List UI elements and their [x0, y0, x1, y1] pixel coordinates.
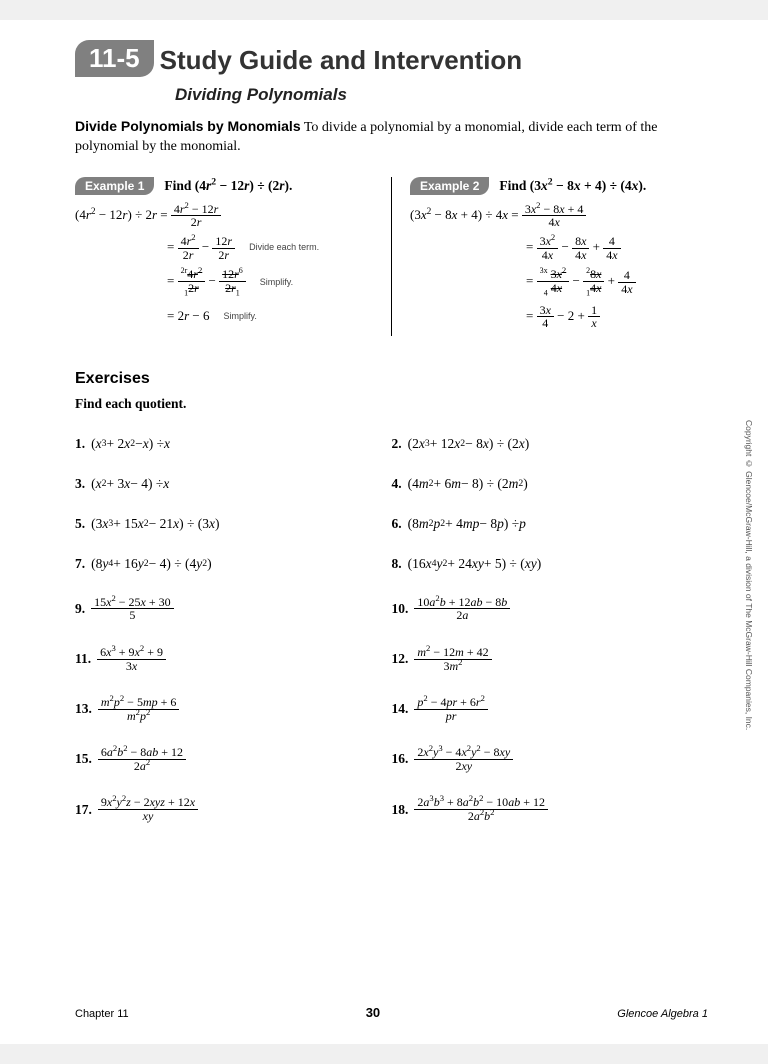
example-1-work: (4r2 − 12r) ÷ 2r = 4r2 − 12r2r = 4r22r −… [75, 203, 373, 330]
exercise-9: 9.15x2 − 25x + 305 [75, 596, 392, 622]
copyright-vertical: Copyright © Glencoe/McGraw-Hill, a divis… [744, 420, 754, 730]
exercises-instruction: Find each quotient. [75, 396, 708, 412]
lesson-title: Study Guide and Intervention [160, 45, 523, 77]
exercise-11: 11.6x3 + 9x2 + 93x [75, 646, 392, 672]
lesson-subtitle: Dividing Polynomials [175, 85, 708, 105]
lesson-header: 11-5 Study Guide and Intervention [75, 40, 708, 77]
exercise-4: 4.(4m2 + 6m − 8) ÷ (2m2) [392, 476, 709, 492]
exercise-2: 2.(2x3 + 12x2 − 8x) ÷ (2x) [392, 436, 709, 452]
exercise-3: 3.(x2 + 3x − 4) ÷ x [75, 476, 392, 492]
exercise-16: 16.2x2y3 − 4x2y2 − 8xy2xy [392, 746, 709, 772]
intro-paragraph: Divide Polynomials by Monomials To divid… [75, 117, 708, 157]
exercise-10: 10.10a2b + 12ab − 8b2a [392, 596, 709, 622]
examples-container: Example 1 Find (4r2 − 12r) ÷ (2r). (4r2 … [75, 177, 708, 336]
exercise-5: 5.(3x3 + 15x2 − 21x) ÷ (3x) [75, 516, 392, 532]
example-2-tag: Example 2 [410, 177, 489, 195]
exercises-heading: Exercises [75, 370, 708, 388]
example-1: Example 1 Find (4r2 − 12r) ÷ (2r). (4r2 … [75, 177, 392, 336]
example-2: Example 2 Find (3x2 − 8x + 4) ÷ (4x). (3… [392, 177, 708, 336]
note-simplify-1: Simplify. [260, 275, 293, 290]
exercise-14: 14.p2 − 4pr + 6r2pr [392, 696, 709, 722]
page: 11-5 Study Guide and Intervention Dividi… [0, 20, 768, 1044]
page-footer: Chapter 11 30 Glencoe Algebra 1 [75, 1005, 708, 1020]
footer-publisher: Glencoe Algebra 1 [617, 1008, 708, 1020]
example-1-header: Example 1 Find (4r2 − 12r) ÷ (2r). [75, 177, 373, 195]
note-simplify-2: Simplify. [224, 309, 257, 324]
exercise-17: 17.9x2y2z − 2xyz + 12xxy [75, 796, 392, 822]
intro-lead: Divide Polynomials by Monomials [75, 118, 301, 134]
exercise-6: 6.(8m2p2 + 4mp − 8p) ÷ p [392, 516, 709, 532]
example-2-prompt: Find (3x2 − 8x + 4) ÷ (4x). [499, 178, 646, 194]
exercises-grid: 1.(x3 + 2x2 − x) ÷ x 2.(2x3 + 12x2 − 8x)… [75, 436, 708, 823]
exercise-12: 12.m2 − 12m + 423m2 [392, 646, 709, 672]
example-1-prompt: Find (4r2 − 12r) ÷ (2r). [164, 178, 292, 194]
exercise-1: 1.(x3 + 2x2 − x) ÷ x [75, 436, 392, 452]
note-divide: Divide each term. [249, 240, 319, 255]
footer-chapter: Chapter 11 [75, 1008, 129, 1020]
exercise-15: 15.6a2b2 − 8ab + 122a2 [75, 746, 392, 772]
exercise-18: 18.2a3b3 + 8a2b2 − 10ab + 122a2b2 [392, 796, 709, 822]
exercise-13: 13.m2p2 − 5mp + 6m2p2 [75, 696, 392, 722]
example-1-tag: Example 1 [75, 177, 154, 195]
example-2-header: Example 2 Find (3x2 − 8x + 4) ÷ (4x). [410, 177, 708, 195]
lesson-number-tag: 11-5 [75, 40, 154, 77]
example-2-work: (3x2 − 8x + 4) ÷ 4x = 3x2 − 8x + 44x = 3… [410, 203, 708, 330]
exercise-8: 8.(16x4y2+ 24xy + 5) ÷ (xy) [392, 556, 709, 572]
exercise-7: 7.(8y4 + 16y2 − 4) ÷ (4y2) [75, 556, 392, 572]
footer-page-number: 30 [366, 1005, 380, 1020]
